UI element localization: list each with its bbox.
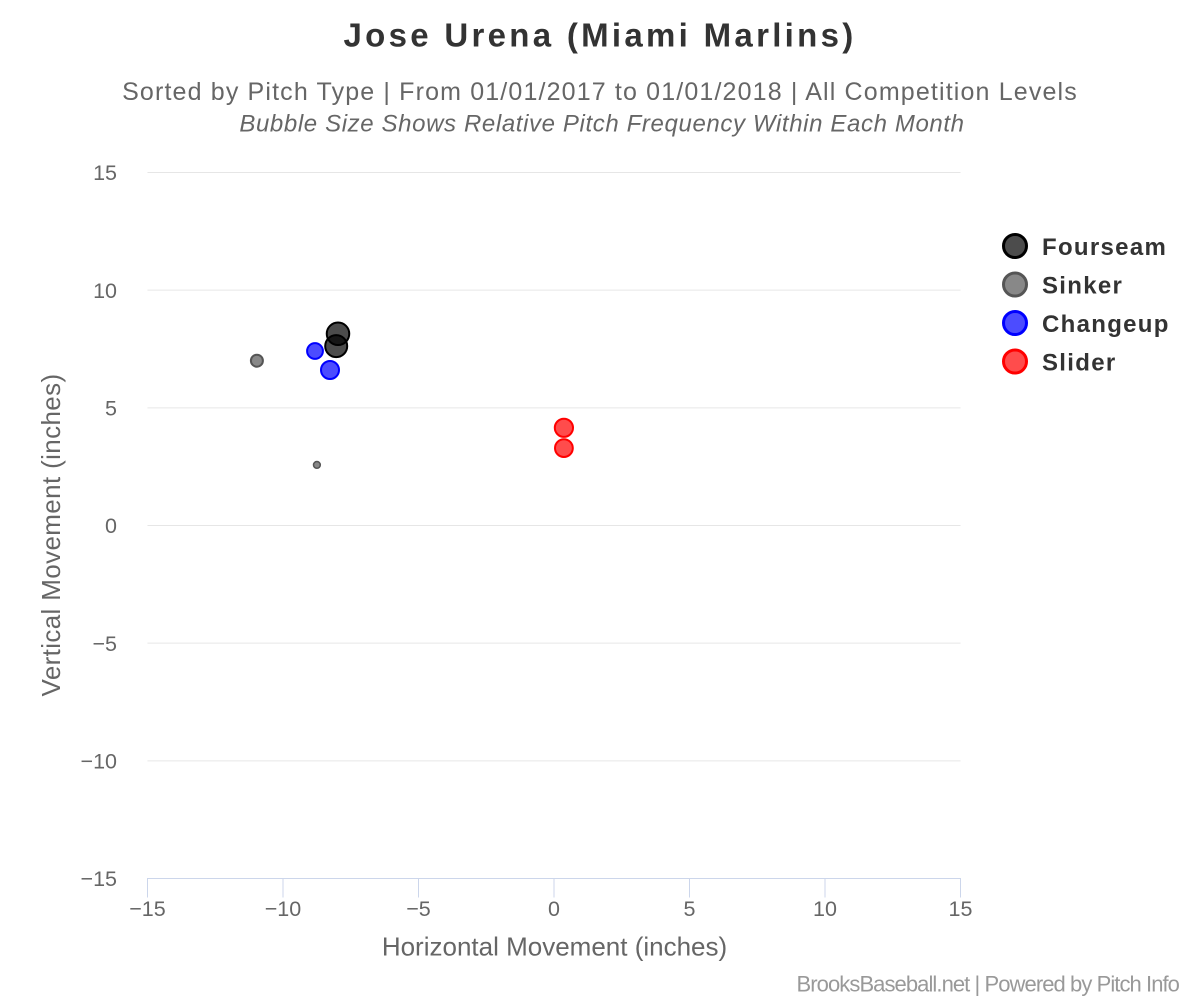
svg-text:−10: −10 xyxy=(265,897,302,921)
svg-text:15: 15 xyxy=(949,897,973,921)
svg-text:Fourseam: Fourseam xyxy=(1042,234,1167,261)
svg-text:Jose Urena (Miami Marlins): Jose Urena (Miami Marlins) xyxy=(343,17,856,54)
svg-text:5: 5 xyxy=(684,897,696,921)
svg-text:Changeup: Changeup xyxy=(1042,311,1170,338)
svg-text:15: 15 xyxy=(93,161,117,185)
svg-text:−10: −10 xyxy=(81,750,118,774)
svg-text:−5: −5 xyxy=(406,897,431,921)
svg-text:Bubble Size Shows Relative Pit: Bubble Size Shows Relative Pitch Frequen… xyxy=(239,111,964,138)
svg-text:Slider: Slider xyxy=(1042,349,1117,376)
svg-text:Sorted by Pitch Type | From 01: Sorted by Pitch Type | From 01/01/2017 t… xyxy=(122,78,1078,106)
svg-text:10: 10 xyxy=(93,279,117,303)
svg-text:Vertical Movement (inches): Vertical Movement (inches) xyxy=(36,374,66,697)
svg-text:−15: −15 xyxy=(81,867,118,891)
svg-text:10: 10 xyxy=(813,897,837,921)
svg-text:−5: −5 xyxy=(92,632,117,656)
svg-text:Horizontal Movement (inches): Horizontal Movement (inches) xyxy=(382,932,727,962)
svg-text:0: 0 xyxy=(548,897,560,921)
svg-text:−15: −15 xyxy=(129,897,166,921)
svg-text:Sinker: Sinker xyxy=(1042,272,1123,299)
svg-text:0: 0 xyxy=(105,514,117,538)
svg-text:5: 5 xyxy=(105,397,117,421)
svg-text:BrooksBaseball.net | Powered b: BrooksBaseball.net | Powered by Pitch In… xyxy=(797,972,1180,997)
